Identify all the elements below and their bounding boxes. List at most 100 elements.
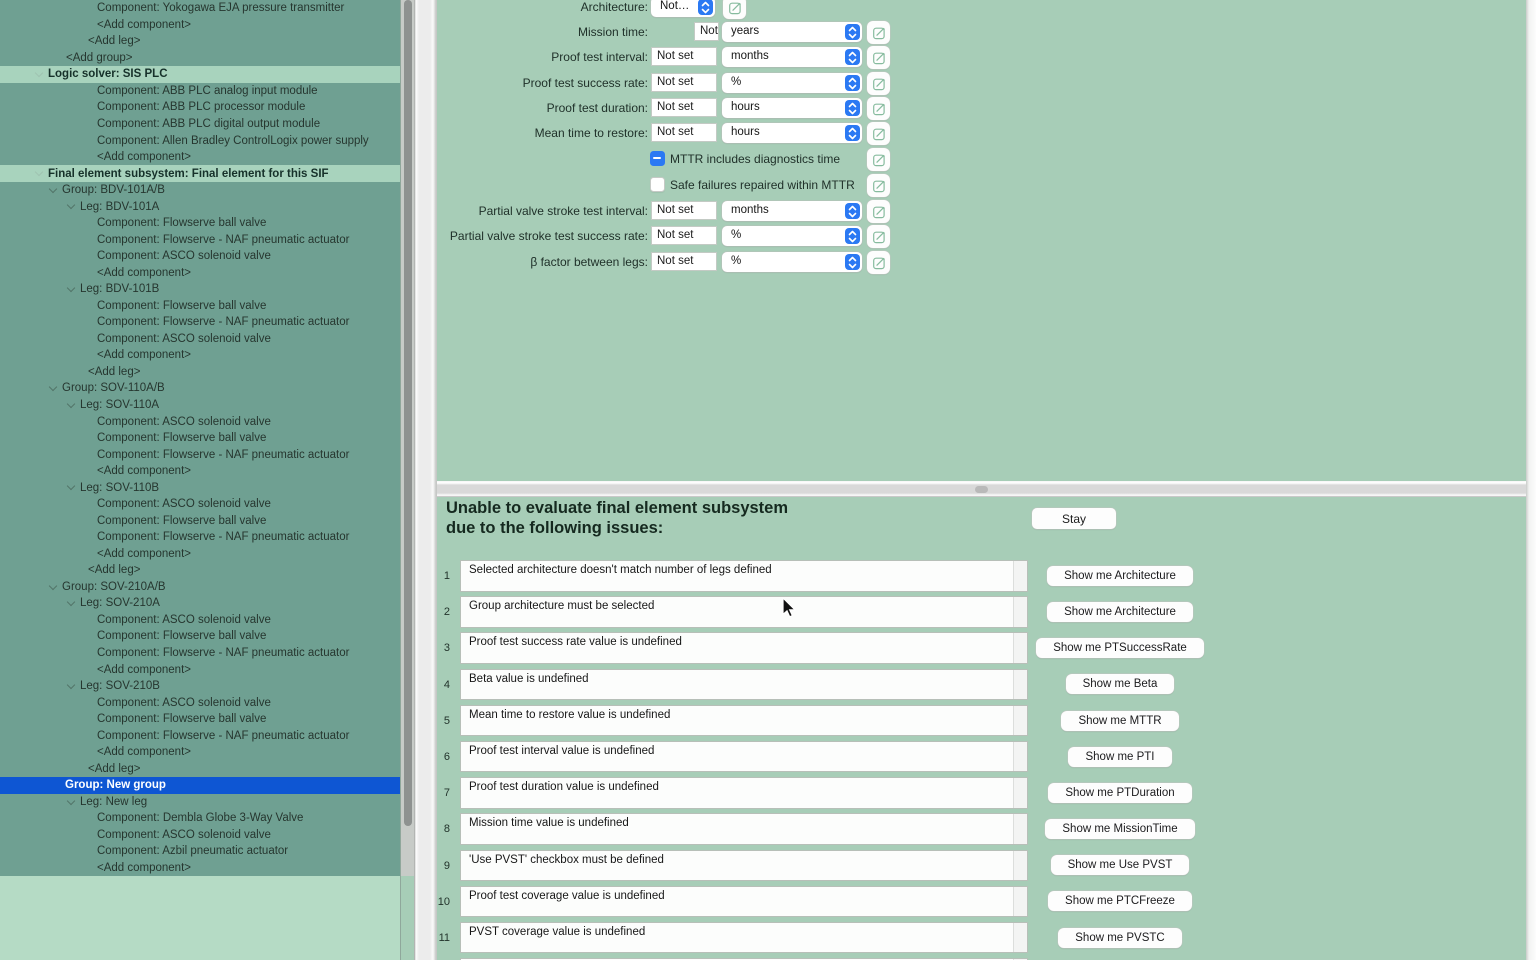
- chevron-down-icon[interactable]: [66, 281, 80, 298]
- mean-time-to-restore-edit-button[interactable]: [867, 122, 890, 145]
- pvst-interval-input[interactable]: Not set: [651, 201, 717, 220]
- pvst-success-rate-unit-select[interactable]: %: [722, 226, 862, 246]
- tree-item[interactable]: Component: Flowserve ball valve: [0, 429, 400, 447]
- tree-item[interactable]: Component: Allen Bradley ControlLogix po…: [0, 132, 400, 149]
- tree-item[interactable]: Logic solver: SIS PLC: [0, 66, 400, 83]
- mttr-diagnostics-edit-button[interactable]: [867, 148, 890, 171]
- show-me-button[interactable]: Show me PTDuration: [1048, 782, 1192, 803]
- tree-item[interactable]: <Add component>: [0, 545, 400, 563]
- tree-item[interactable]: Component: ASCO solenoid valve: [0, 694, 400, 711]
- chevron-down-icon[interactable]: [66, 595, 80, 612]
- tree-item[interactable]: Component: Flowserve - NAF pneumatic act…: [0, 231, 400, 248]
- tree-item[interactable]: Component: ASCO solenoid valve: [0, 611, 400, 629]
- show-me-button[interactable]: Show me MTTR: [1061, 710, 1179, 731]
- show-me-button[interactable]: Show me PTCFreeze: [1048, 891, 1192, 912]
- tree-item[interactable]: Component: ABB PLC digital output module: [0, 115, 400, 133]
- tree-item[interactable]: Component: ASCO solenoid valve: [0, 330, 400, 348]
- tree-item[interactable]: <Add component>: [0, 347, 400, 364]
- chevron-down-icon[interactable]: [66, 198, 80, 215]
- show-me-button[interactable]: Show me Architecture: [1047, 565, 1193, 586]
- proof-test-interval-input[interactable]: Not set: [651, 47, 717, 66]
- tree-scrollbar-thumb[interactable]: [403, 0, 412, 826]
- chevron-down-icon[interactable]: [34, 66, 48, 83]
- proof-test-duration-unit-select[interactable]: hours: [722, 98, 862, 118]
- stay-button[interactable]: Stay: [1032, 508, 1116, 529]
- tree-item[interactable]: <Add group>: [0, 49, 400, 67]
- architecture-select[interactable]: Not…: [651, 0, 715, 17]
- tree-item[interactable]: <Add leg>: [0, 562, 400, 579]
- proof-test-duration-input[interactable]: Not set: [651, 98, 717, 117]
- panel-splitter[interactable]: [414, 0, 437, 960]
- proof-test-success-rate-edit-button[interactable]: [867, 72, 890, 95]
- tree-item[interactable]: Group: BDV-101A/B: [0, 181, 400, 199]
- beta-factor-unit-select[interactable]: %: [722, 252, 862, 272]
- tree-item[interactable]: Component: ASCO solenoid valve: [0, 247, 400, 265]
- horizontal-scrollbar-thumb[interactable]: [975, 486, 988, 493]
- safe-failures-edit-button[interactable]: [867, 174, 890, 197]
- tree-item[interactable]: Component: Flowserve - NAF pneumatic act…: [0, 529, 400, 546]
- show-me-button[interactable]: Show me Beta: [1065, 674, 1175, 695]
- proof-test-interval-unit-select[interactable]: months: [722, 47, 862, 67]
- chevron-down-icon[interactable]: [48, 182, 62, 199]
- mean-time-to-restore-input[interactable]: Not set: [651, 123, 717, 142]
- tree-item[interactable]: <Add component>: [0, 859, 400, 877]
- tree-item[interactable]: Leg: SOV-210B: [0, 677, 400, 695]
- tree-item[interactable]: <Add component>: [0, 16, 400, 34]
- tree-item[interactable]: Component: ASCO solenoid valve: [0, 826, 400, 844]
- mission-time-input[interactable]: Not: [694, 22, 719, 41]
- tree-item[interactable]: Component: ASCO solenoid valve: [0, 495, 400, 513]
- proof-test-duration-edit-button[interactable]: [867, 97, 890, 120]
- pvst-success-rate-edit-button[interactable]: [867, 225, 890, 248]
- tree-item[interactable]: Leg: BDV-101B: [0, 281, 400, 298]
- chevron-down-icon[interactable]: [34, 165, 48, 182]
- mission-time-edit-button[interactable]: [867, 21, 890, 44]
- tree-item[interactable]: Leg: SOV-110B: [0, 479, 400, 496]
- show-me-button[interactable]: Show me PVSTC: [1058, 927, 1182, 948]
- chevron-down-icon[interactable]: [48, 579, 62, 596]
- tree-item[interactable]: Component: ABB PLC processor module: [0, 99, 400, 116]
- tree-item[interactable]: <Add component>: [0, 462, 400, 480]
- pvst-success-rate-input[interactable]: Not set: [651, 226, 717, 245]
- tree-item[interactable]: Leg: New leg: [0, 793, 400, 811]
- tree-item[interactable]: Component: Flowserve - NAF pneumatic act…: [0, 644, 400, 662]
- tree-item[interactable]: Component: Flowserve ball valve: [0, 297, 400, 315]
- tree-item[interactable]: <Add component>: [0, 743, 400, 761]
- show-me-button[interactable]: Show me PTSuccessRate: [1036, 638, 1204, 659]
- beta-factor-edit-button[interactable]: [867, 251, 890, 274]
- tree-item[interactable]: Component: Flowserve - NAF pneumatic act…: [0, 727, 400, 744]
- chevron-down-icon[interactable]: [66, 479, 80, 496]
- chevron-down-icon[interactable]: [48, 380, 62, 397]
- show-me-button[interactable]: Show me PTI: [1068, 746, 1172, 767]
- show-me-button[interactable]: Show me MissionTime: [1045, 819, 1195, 840]
- tree-item[interactable]: Leg: SOV-210A: [0, 595, 400, 612]
- tree-item[interactable]: Component: Flowserve ball valve: [0, 710, 400, 728]
- tree-item[interactable]: Component: Flowserve ball valve: [0, 512, 400, 529]
- beta-factor-input[interactable]: Not set: [651, 252, 717, 271]
- show-me-button[interactable]: Show me Architecture: [1047, 601, 1193, 622]
- tree-item[interactable]: Component: ASCO solenoid valve: [0, 413, 400, 430]
- chevron-down-icon[interactable]: [66, 794, 80, 811]
- pvst-interval-unit-select[interactable]: months: [722, 201, 862, 221]
- tree-item[interactable]: <Add component>: [0, 264, 400, 282]
- tree-item[interactable]: Group: SOV-110A/B: [0, 380, 400, 397]
- tree-item[interactable]: <Add component>: [0, 148, 400, 166]
- show-me-button[interactable]: Show me Use PVST: [1050, 855, 1190, 876]
- tree-item[interactable]: Component: ABB PLC analog input module: [0, 82, 400, 100]
- mttr-diagnostics-checkbox[interactable]: [650, 151, 665, 166]
- tree-item[interactable]: <Add component>: [0, 661, 400, 678]
- pvst-interval-edit-button[interactable]: [867, 200, 890, 223]
- tree-item[interactable]: <Add leg>: [0, 363, 400, 381]
- tree-item[interactable]: Component: Flowserve - NAF pneumatic act…: [0, 446, 400, 463]
- mission-time-unit-select[interactable]: years: [722, 22, 862, 42]
- chevron-down-icon[interactable]: [66, 678, 80, 695]
- proof-test-interval-edit-button[interactable]: [867, 46, 890, 69]
- safe-failures-checkbox[interactable]: [650, 177, 665, 192]
- tree-item[interactable]: Component: Flowserve - NAF pneumatic act…: [0, 314, 400, 331]
- architecture-edit-button[interactable]: [723, 0, 746, 19]
- tree-item[interactable]: Group: SOV-210A/B: [0, 578, 400, 596]
- proof-test-success-rate-input[interactable]: Not set: [651, 73, 717, 92]
- tree-item[interactable]: Final element subsystem: Final element f…: [0, 165, 400, 182]
- tree-item[interactable]: Leg: SOV-110A: [0, 396, 400, 414]
- tree-item[interactable]: Component: Dembla Globe 3-Way Valve: [0, 810, 400, 827]
- mean-time-to-restore-unit-select[interactable]: hours: [722, 123, 862, 143]
